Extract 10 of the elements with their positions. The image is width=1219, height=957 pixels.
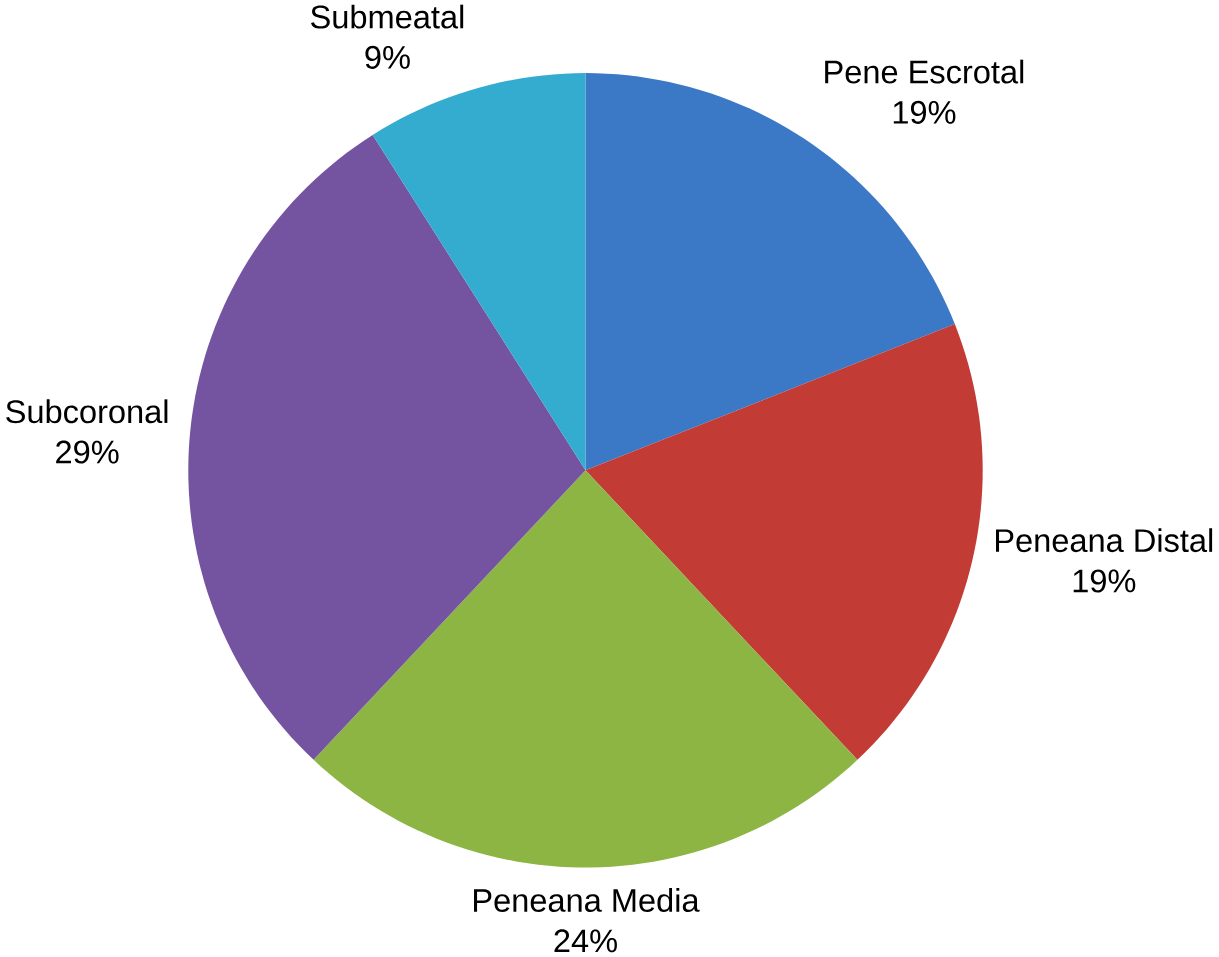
- slice-label: Pene Escrotal: [825, 59, 1024, 84]
- data-label: 9%: [365, 45, 410, 69]
- data-label: 29%: [56, 440, 119, 464]
- data-label: 19%: [1073, 569, 1136, 593]
- data-label: 24%: [554, 929, 617, 953]
- data-label: 19%: [893, 100, 956, 124]
- slice-label: Peneana Distal: [996, 528, 1213, 553]
- slice-label: Peneana Media: [474, 888, 700, 913]
- slice-label: Submeatal: [311, 4, 464, 29]
- slice-label: Subcoronal: [6, 399, 168, 424]
